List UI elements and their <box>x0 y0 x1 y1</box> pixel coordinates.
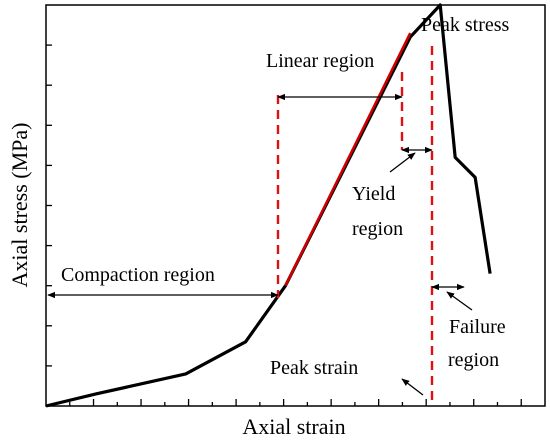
yield-region-label-line2: region <box>352 218 403 240</box>
axis-ticks <box>46 44 522 406</box>
failure-label-pointer <box>446 291 473 311</box>
failure-region-label-line2: region <box>448 349 499 371</box>
peak-strain-pointer <box>401 378 424 396</box>
series-layer <box>45 3 492 408</box>
failure-region-label-line1: Failure <box>449 316 506 338</box>
compaction-region-label: Compaction region <box>61 264 215 286</box>
peak-strain-label: Peak strain <box>270 357 358 379</box>
y-axis-title: Axial stress (MPa) <box>7 123 32 288</box>
peak-stress-label: Peak stress <box>421 14 510 36</box>
yield-label-pointer <box>389 152 416 173</box>
linear-region-label: Linear region <box>266 50 374 72</box>
yield-region-label-line1: Yield <box>352 183 395 205</box>
linear-fit-segment <box>284 32 412 287</box>
x-axis-title: Axial strain <box>242 414 345 439</box>
